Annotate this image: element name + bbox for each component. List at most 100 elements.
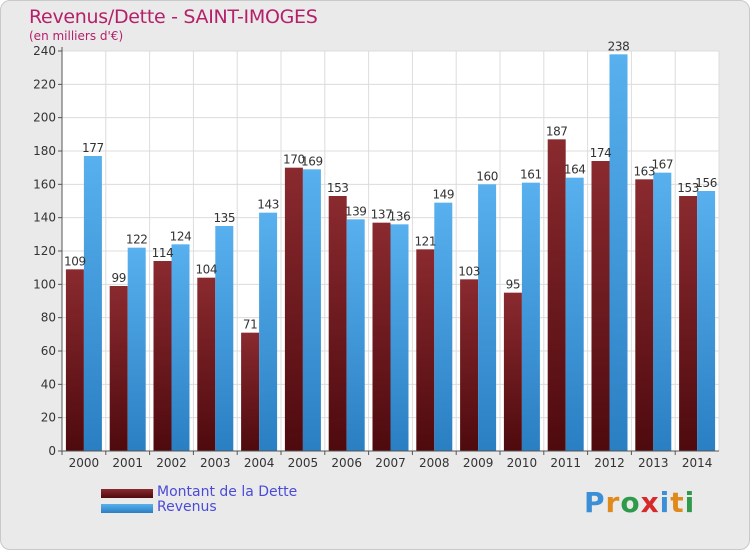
data-label-dette: 103 — [458, 264, 480, 278]
bar-dette — [460, 279, 479, 451]
data-label-revenus: 160 — [476, 169, 498, 183]
bar-dette — [241, 332, 260, 451]
bar-dette — [503, 292, 522, 451]
data-label-revenus: 143 — [257, 198, 279, 212]
data-label-dette: 163 — [633, 164, 655, 178]
data-label-dette: 137 — [371, 208, 393, 222]
bar-dette — [197, 277, 216, 451]
bar-revenus — [434, 202, 453, 451]
data-label-revenus: 124 — [170, 229, 192, 243]
bar-revenus — [565, 177, 584, 451]
x-tick-label: 2011 — [550, 456, 581, 470]
bar-revenus — [127, 247, 146, 451]
y-tick-label: 180 — [33, 144, 56, 158]
data-label-dette: 153 — [327, 181, 349, 195]
bar-dette — [65, 269, 84, 451]
data-label-revenus: 161 — [520, 168, 542, 182]
logo-letter: P — [584, 486, 606, 519]
legend-label-revenus: Revenus — [157, 499, 217, 515]
data-label-dette: 170 — [283, 153, 305, 167]
x-tick-label: 2003 — [200, 456, 231, 470]
y-tick-label: 20 — [41, 411, 56, 425]
data-label-dette: 99 — [111, 271, 125, 285]
bar-revenus — [259, 212, 278, 451]
legend-swatch-debt — [101, 489, 153, 498]
y-tick-label: 200 — [33, 111, 56, 125]
data-label-revenus: 167 — [651, 158, 673, 172]
bar-revenus — [83, 156, 102, 451]
data-label-revenus: 238 — [608, 39, 630, 53]
data-label-revenus: 136 — [389, 209, 411, 223]
x-tick-label: 2008 — [419, 456, 450, 470]
x-tick-label: 2001 — [112, 456, 143, 470]
chart-title: Revenus/Dette - SAINT-IMOGES — [29, 6, 318, 28]
x-tick-label: 2014 — [682, 456, 713, 470]
data-label-dette: 174 — [590, 146, 612, 160]
data-label-revenus: 169 — [301, 154, 323, 168]
bar-revenus — [521, 182, 540, 451]
data-label-dette: 153 — [677, 181, 699, 195]
bar-revenus — [215, 226, 234, 451]
bar-dette — [635, 179, 654, 452]
logo-letter: o — [620, 486, 641, 519]
legend-swatch-revenus — [101, 504, 153, 513]
x-tick-label: 2002 — [156, 456, 187, 470]
bar-revenus — [478, 184, 497, 452]
bar-dette — [109, 286, 128, 451]
data-label-revenus: 177 — [82, 141, 104, 155]
logo-letter: i — [659, 486, 671, 519]
data-label-dette: 121 — [414, 234, 436, 248]
y-tick-label: 220 — [33, 77, 56, 91]
y-tick-label: 60 — [41, 344, 56, 358]
bar-dette — [591, 161, 610, 451]
logo-letter: i — [684, 486, 696, 519]
y-tick-label: 160 — [33, 177, 56, 191]
y-tick-label: 100 — [33, 277, 56, 291]
bar-revenus — [653, 172, 672, 451]
data-label-revenus: 156 — [695, 176, 717, 190]
data-label-dette: 114 — [152, 246, 174, 260]
y-tick-label: 40 — [41, 377, 56, 391]
x-tick-label: 2012 — [594, 456, 625, 470]
proxiti-logo: Proxiti — [584, 486, 695, 519]
bar-revenus — [609, 54, 628, 451]
chart-subtitle: (en milliers d'€) — [29, 29, 124, 43]
y-tick-label: 120 — [33, 244, 56, 258]
bar-dette — [547, 139, 566, 452]
y-tick-label: 140 — [33, 211, 56, 225]
logo-letter: t — [670, 486, 685, 519]
data-label-revenus: 164 — [564, 163, 586, 177]
bar-revenus — [697, 191, 716, 451]
data-label-dette: 104 — [195, 263, 217, 277]
data-label-revenus: 122 — [126, 233, 148, 247]
legend-label-debt: Montant de la Dette — [157, 484, 298, 500]
data-label-dette: 187 — [546, 124, 568, 138]
data-label-dette: 95 — [506, 278, 520, 292]
logo-letter: x — [640, 486, 660, 519]
bar-revenus — [302, 169, 321, 452]
data-label-revenus: 139 — [345, 204, 367, 218]
x-tick-label: 2009 — [463, 456, 494, 470]
x-tick-label: 2000 — [69, 456, 100, 470]
bar-dette — [372, 222, 391, 451]
bar-dette — [153, 261, 172, 451]
bar-dette — [284, 167, 303, 451]
y-tick-label: 240 — [33, 44, 56, 58]
bar-revenus — [346, 219, 365, 451]
data-label-revenus: 149 — [432, 188, 454, 202]
x-tick-label: 2005 — [288, 456, 319, 470]
x-tick-label: 2013 — [638, 456, 669, 470]
x-tick-label: 2004 — [244, 456, 275, 470]
x-tick-label: 2010 — [507, 456, 538, 470]
data-label-dette: 109 — [64, 254, 86, 268]
bar-revenus — [390, 224, 409, 451]
bar-dette — [679, 196, 698, 451]
data-label-dette: 71 — [243, 318, 257, 332]
x-tick-label: 2006 — [331, 456, 362, 470]
bar-dette — [328, 196, 347, 451]
x-tick-label: 2007 — [375, 456, 406, 470]
y-tick-label: 0 — [48, 444, 56, 458]
data-label-revenus: 135 — [213, 211, 235, 225]
bar-dette — [416, 249, 435, 451]
